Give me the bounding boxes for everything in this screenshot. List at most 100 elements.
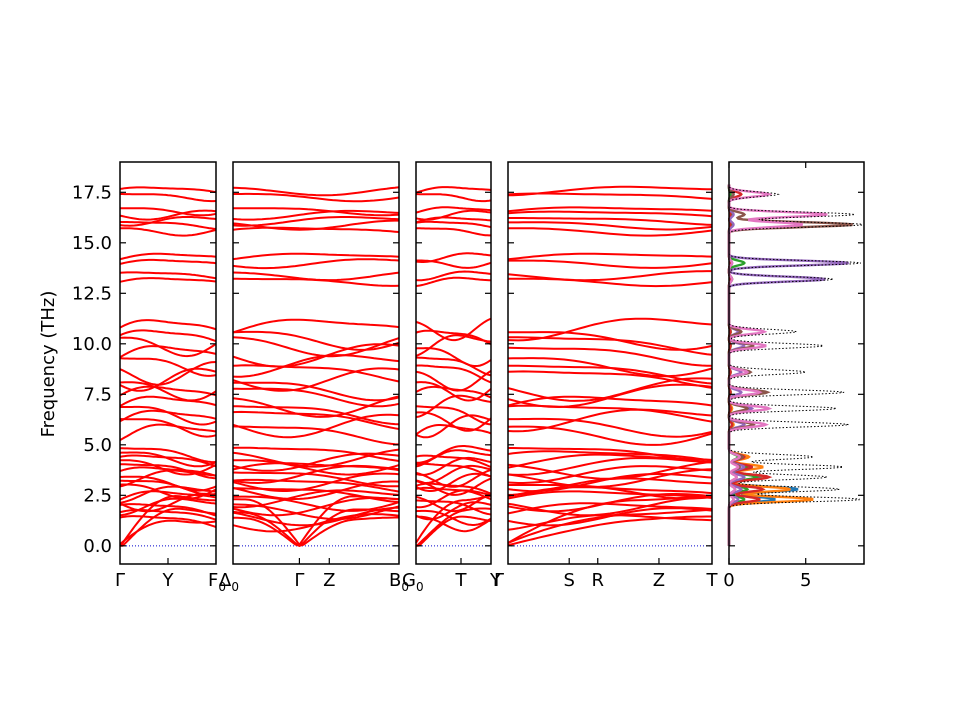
- band-line: [232, 489, 400, 509]
- band-line: [416, 381, 492, 402]
- band-line: [232, 395, 400, 418]
- band-line: [415, 227, 491, 237]
- band-line: [120, 221, 217, 230]
- band-line: [119, 209, 217, 221]
- band-line: [119, 483, 217, 500]
- band-line: [416, 515, 492, 533]
- band-line: [232, 472, 400, 492]
- y-tick-label: 2.5: [83, 485, 112, 506]
- band-line: [415, 405, 492, 426]
- band-line: [415, 464, 492, 485]
- band-line: [415, 394, 492, 418]
- band-line: [232, 186, 400, 197]
- panel-1: Γ Y F0: [115, 161, 226, 594]
- band-line: [232, 410, 400, 430]
- band-line: [415, 469, 492, 488]
- k-point-label: Y: [489, 570, 502, 591]
- band-line: [119, 357, 217, 377]
- band-line: [415, 445, 492, 464]
- band-line: [415, 209, 492, 221]
- band-line: [415, 489, 492, 509]
- k-point-label: F0: [208, 570, 226, 594]
- band-line: [232, 452, 400, 472]
- dos-x-tick-label: 0: [723, 570, 734, 591]
- band-line: [232, 364, 400, 383]
- band-line: [232, 471, 400, 488]
- band-line: [508, 331, 713, 351]
- band-line: [415, 449, 492, 468]
- k-point-label: Γ: [115, 570, 125, 591]
- band-line: [415, 411, 492, 432]
- band-line: [120, 227, 217, 237]
- band-line: [232, 207, 400, 217]
- band-line: [508, 484, 713, 500]
- band-line: [415, 364, 492, 384]
- band-line: [508, 447, 713, 463]
- y-tick-label: 12.5: [72, 283, 112, 304]
- panel-2: Δ0 Γ Z B0: [219, 161, 409, 594]
- band-line: [232, 318, 400, 334]
- band-line: [508, 277, 713, 288]
- band-line: [119, 319, 217, 331]
- y-tick-label: 17.5: [72, 182, 112, 203]
- band-line: [232, 252, 400, 261]
- band-line: [119, 447, 217, 464]
- band-line: [232, 258, 400, 270]
- band-line: [507, 425, 713, 446]
- band-line: [119, 361, 217, 386]
- panel-frame: [415, 161, 492, 565]
- band-line: [507, 456, 713, 476]
- band-line: [119, 329, 217, 343]
- band-line: [507, 408, 713, 433]
- band-line: [507, 185, 713, 197]
- k-point-label: Y: [162, 570, 175, 591]
- band-line: [416, 356, 492, 377]
- band-line: [119, 277, 217, 283]
- panel-3: G0 T Y: [402, 161, 502, 594]
- k-point-label: Δ0: [219, 570, 239, 594]
- k-point-label: Z: [653, 570, 665, 591]
- band-line: [415, 414, 492, 439]
- band-line: [232, 209, 400, 221]
- y-tick-label: 15.0: [72, 233, 112, 254]
- band-line: [415, 186, 492, 194]
- band-line: [232, 343, 400, 368]
- band-line: [232, 446, 400, 462]
- band-line: [507, 370, 713, 389]
- band-line: [507, 468, 713, 488]
- band-line: [416, 193, 492, 203]
- band-line: [232, 448, 400, 468]
- k-point-label: R: [592, 570, 605, 591]
- band-line: [119, 423, 217, 441]
- band-line: [415, 486, 492, 501]
- band-line: [507, 515, 712, 547]
- k-point-label: G0: [402, 570, 424, 594]
- band-line: [232, 336, 400, 358]
- band-line: [120, 336, 217, 358]
- band-line: [415, 329, 492, 346]
- band-line: [507, 460, 713, 480]
- band-line: [508, 221, 713, 231]
- band-line: [507, 270, 712, 282]
- band-line: [232, 367, 400, 392]
- dos-x-tick-label: 5: [800, 570, 811, 591]
- band-line: [415, 501, 492, 521]
- band-line: [232, 480, 400, 500]
- band-line: [119, 459, 217, 476]
- band-line: [119, 367, 217, 392]
- band-line: [415, 462, 492, 478]
- band-line: [415, 456, 492, 476]
- band-line: [507, 502, 713, 515]
- k-point-label: S: [563, 570, 574, 591]
- band-line: [233, 381, 400, 402]
- band-line: [415, 509, 492, 526]
- panel-frame: [507, 161, 713, 565]
- band-line: [415, 334, 492, 357]
- band-line: [119, 515, 217, 528]
- band-line: [119, 186, 217, 193]
- band-line: [119, 385, 217, 397]
- band-line: [507, 357, 713, 378]
